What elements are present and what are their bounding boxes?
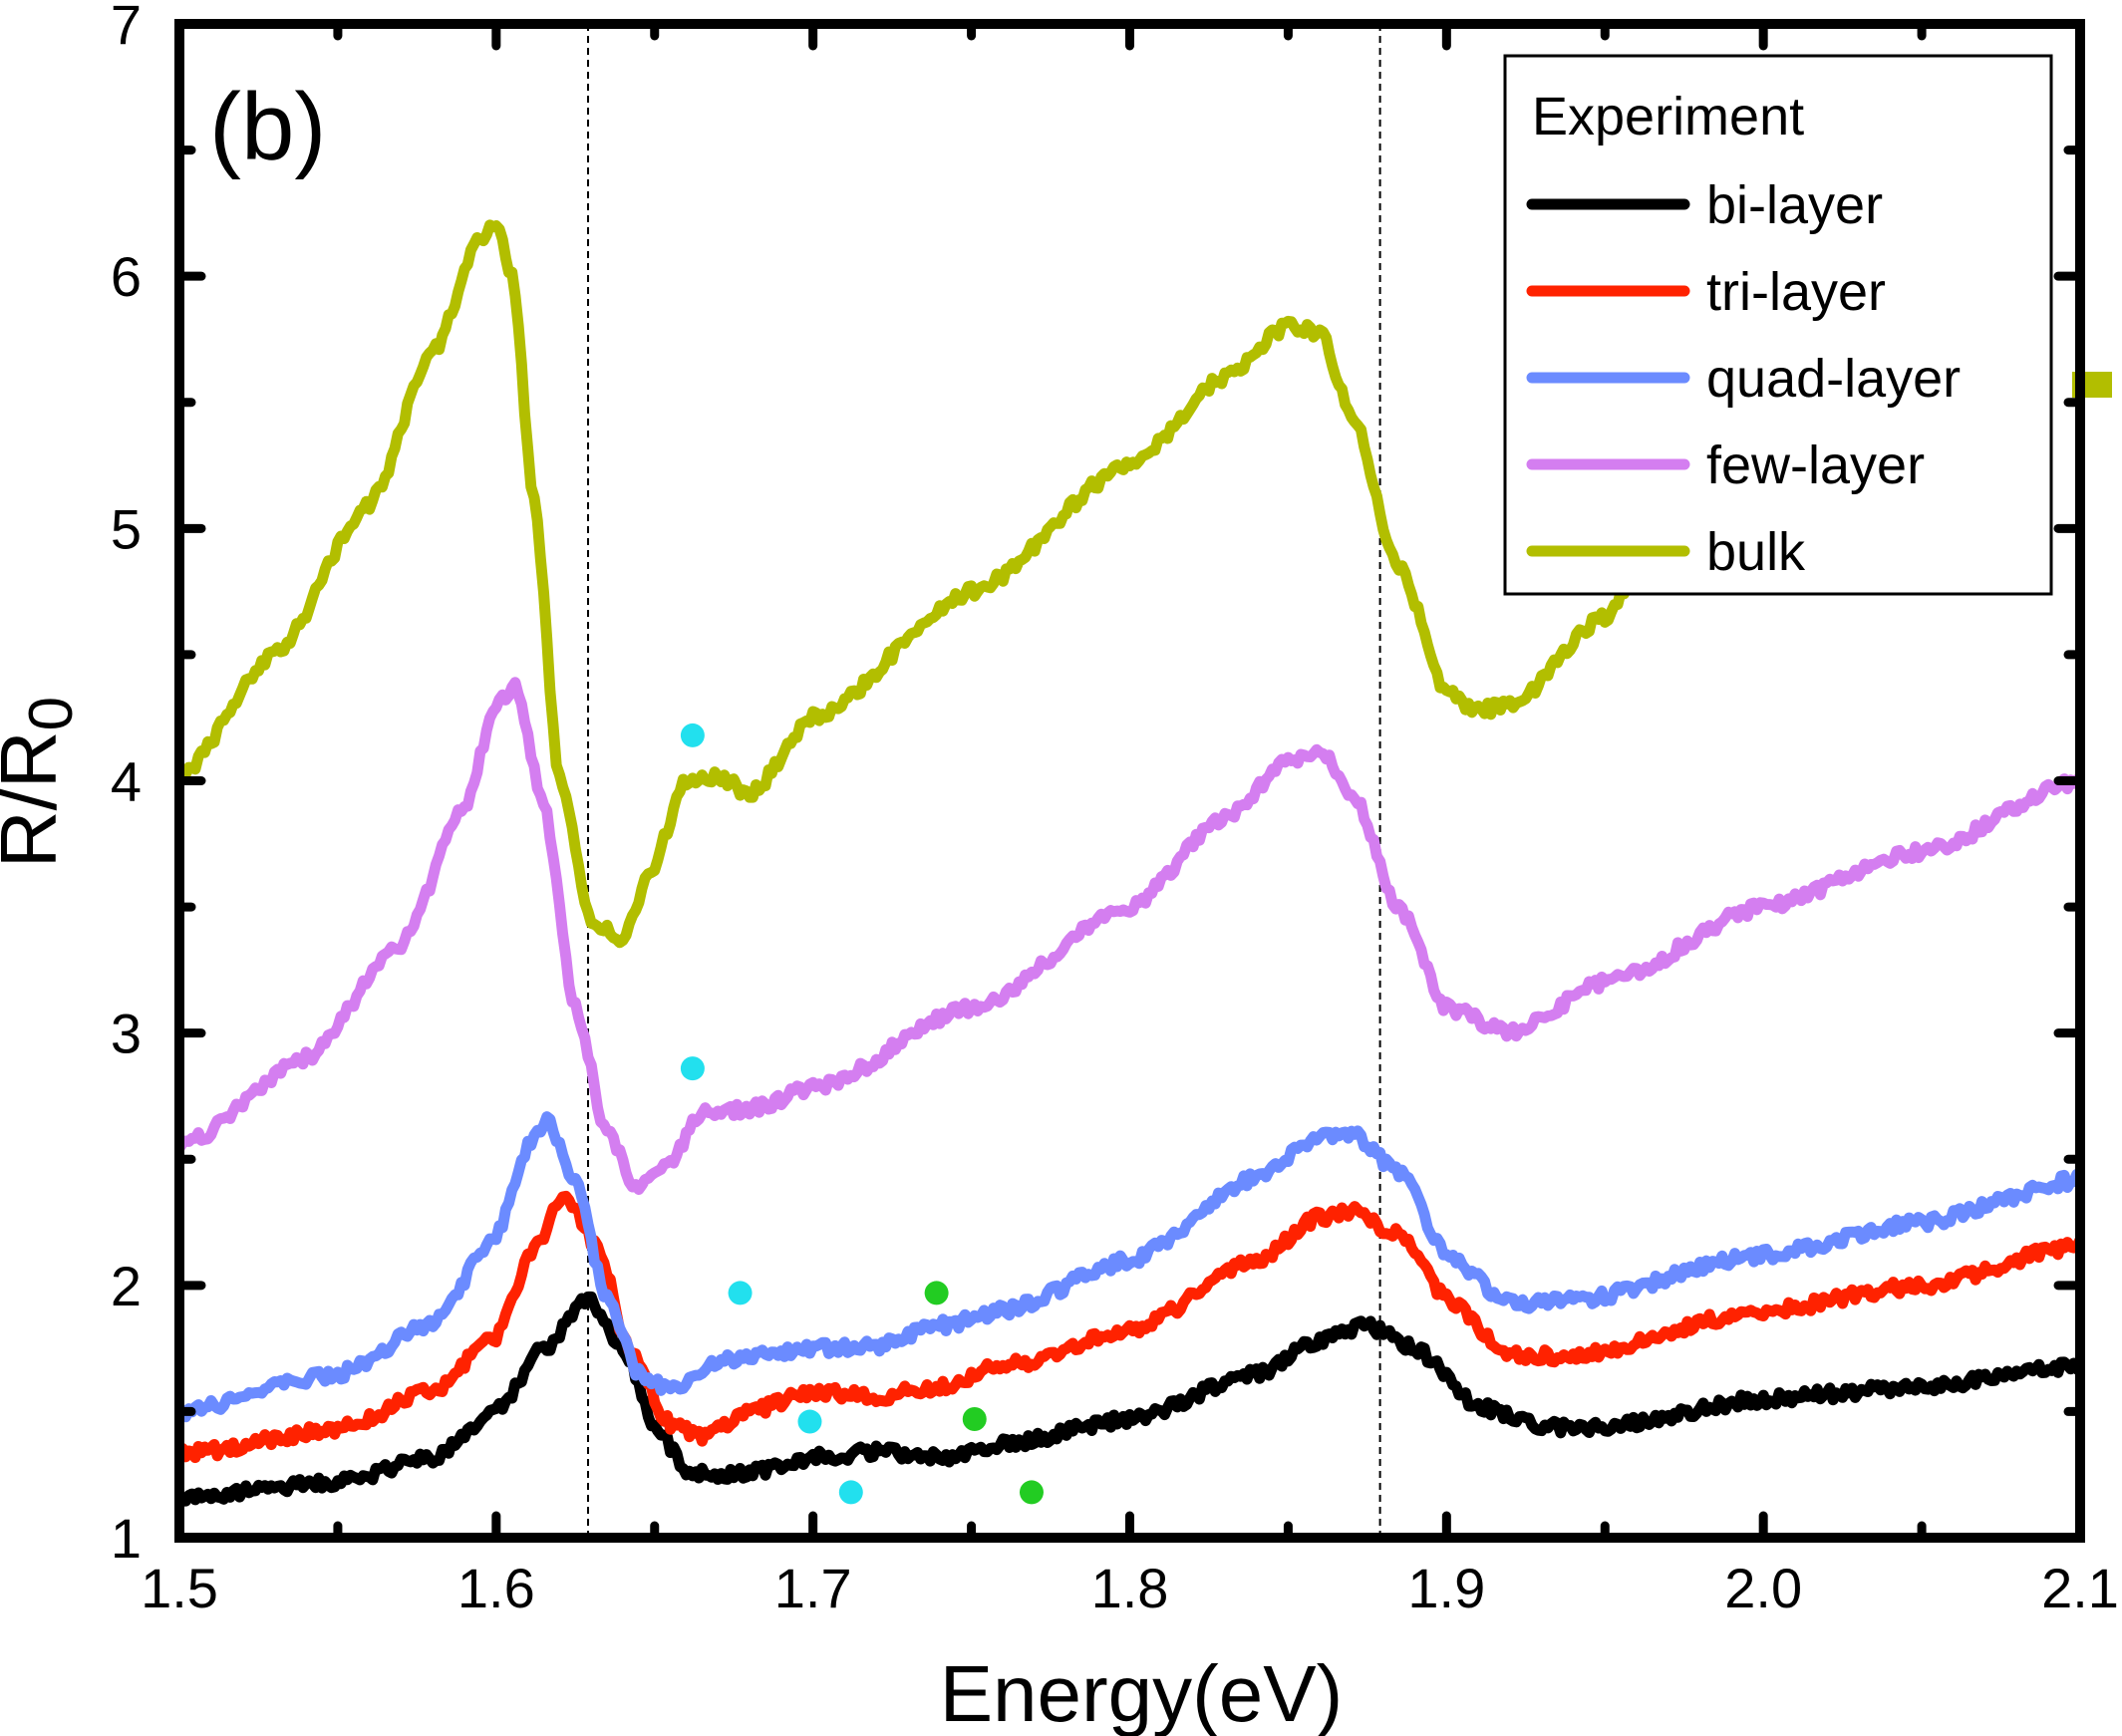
x-tick-label-5: 2.0: [1724, 1557, 1802, 1619]
series-line-tri-layer: [179, 1190, 2080, 1465]
x-tick-label-3: 1.8: [1091, 1557, 1169, 1619]
panel-label: (b): [209, 74, 326, 180]
overlay: (b) Experiment bi-layer tri-layer quad-lay…: [0, 54, 2053, 1736]
series-line-bulk: [179, 219, 1643, 949]
y-axis-title: R/R0: [0, 697, 86, 868]
series-line-few-layer: [179, 677, 2080, 1195]
y-axis-title-main: R/R: [0, 730, 73, 868]
legend-label-quad-layer: quad-layer: [1706, 349, 1961, 409]
legend-label-bulk: bulk: [1706, 522, 1806, 582]
y-tick-label-5: 6: [111, 245, 142, 308]
legend: Experiment bi-layer tri-layer quad-layer fe…: [1503, 54, 2053, 596]
y-tick-label-4: 5: [111, 497, 142, 560]
series-line-bi-layer: [179, 1291, 2080, 1507]
x-tick-label-1: 1.6: [457, 1557, 535, 1619]
series-group: [179, 219, 2080, 1507]
x-tick-label-6: 2.1: [2041, 1557, 2119, 1619]
x-tick-label-4: 1.9: [1407, 1557, 1485, 1619]
x-tick-label-2: 1.7: [774, 1557, 852, 1619]
annotation-marker-5: [838, 1480, 863, 1505]
annotation-marker-6: [924, 1281, 949, 1305]
y-tick-label-1: 2: [111, 1255, 142, 1317]
y-tick-label-0: 1: [111, 1507, 142, 1570]
annotation-marker-3: [728, 1281, 753, 1305]
annotation-marker-4: [797, 1409, 822, 1434]
series-line-quad-layer: [179, 1111, 2080, 1423]
annotation-marker-2: [680, 1056, 705, 1081]
legend-label-bi-layer: bi-layer: [1706, 175, 1883, 235]
legend-entries: bi-layer tri-layer quad-layer few-layer bulk: [1526, 175, 1961, 582]
y-axis-title-subscript: 0: [17, 697, 86, 730]
legend-title: Experiment: [1532, 87, 1804, 146]
annotation-marker-1: [680, 723, 705, 747]
x-axis-title: Energy(eV): [940, 1649, 1344, 1736]
annotation-marker-7: [962, 1407, 987, 1432]
legend-label-tri-layer: tri-layer: [1706, 262, 1886, 322]
y-tick-label-3: 4: [111, 750, 142, 813]
y-tick-label-6: 7: [111, 0, 142, 56]
y-tick-label-2: 3: [111, 1003, 142, 1065]
legend-label-few-layer: few-layer: [1706, 435, 1925, 495]
legend-box: [1503, 54, 2053, 596]
annotation-marker-8: [1019, 1480, 1044, 1505]
plot-area: 1.5 1.6 1.7 1.8 1.9 2.0 2.1 1 2 3 4 5 6 7: [111, 0, 2119, 1619]
x-tick-label-0: 1.5: [141, 1557, 218, 1619]
